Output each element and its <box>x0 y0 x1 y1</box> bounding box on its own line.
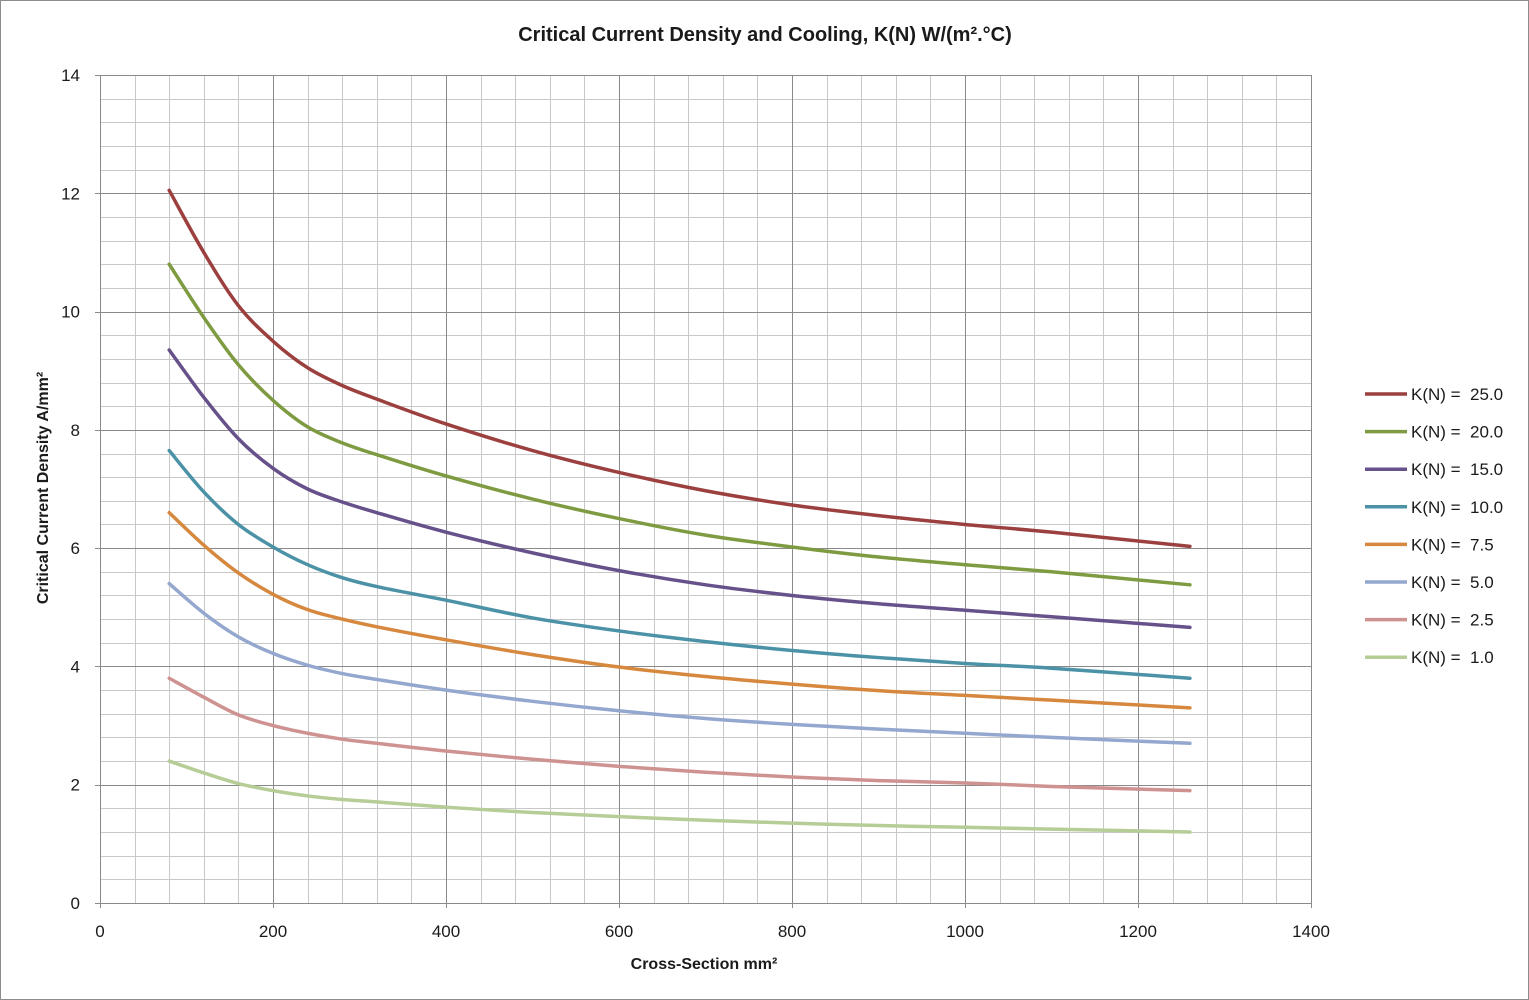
series-line <box>167 581 1192 746</box>
y-tick-label: 10 <box>61 303 80 322</box>
legend: K(N) = 25.0 K(N) = 20.0 K(N) = 15.0 K(N) = … <box>1365 385 1503 667</box>
y-tick-label: 0 <box>71 894 80 913</box>
x-tick-label: 1200 <box>1119 922 1157 941</box>
y-tick-label: 2 <box>71 776 80 795</box>
y-tick-label: 12 <box>61 184 80 203</box>
y-tick-label: 6 <box>71 539 80 558</box>
y-axis-tick-labels: 0 2 4 6 8 10 12 14 <box>61 66 80 913</box>
legend-label: K(N) = 10.0 <box>1411 498 1503 517</box>
legend-label: K(N) = 5.0 <box>1411 573 1494 592</box>
y-tick-label: 14 <box>61 66 80 85</box>
series-line <box>167 510 1192 710</box>
x-tick-label: 800 <box>778 922 806 941</box>
series-line <box>167 676 1192 793</box>
x-tick-label: 200 <box>259 922 287 941</box>
legend-label: K(N) = 20.0 <box>1411 423 1503 442</box>
series-line <box>167 759 1192 834</box>
x-tick-label: 400 <box>432 922 460 941</box>
x-tick-label: 1000 <box>946 922 984 941</box>
legend-label: K(N) = 2.5 <box>1411 611 1494 630</box>
y-axis-title: Critical Current Density A/mm² <box>35 372 52 604</box>
legend-label: K(N) = 7.5 <box>1411 535 1494 554</box>
series-line <box>167 348 1192 630</box>
plot-area-border <box>100 75 1312 904</box>
legend-label: K(N) = 15.0 <box>1411 460 1503 479</box>
series-line <box>167 188 1192 549</box>
chart-title: Critical Current Density and Cooling, K(… <box>518 24 1012 46</box>
series-line <box>167 448 1192 681</box>
x-tick-label: 1400 <box>1292 922 1330 941</box>
x-axis-title: Cross-Section mm² <box>631 956 778 973</box>
x-tick-label: 600 <box>605 922 633 941</box>
legend-label: K(N) = 1.0 <box>1411 648 1494 667</box>
x-tick-label: 0 <box>95 922 104 941</box>
y-tick-label: 4 <box>71 657 80 676</box>
x-axis-tick-labels: 0 200 400 600 800 1000 1200 1400 <box>95 922 1330 941</box>
series-line <box>167 262 1192 587</box>
legend-label: K(N) = 25.0 <box>1411 385 1503 404</box>
series-lines <box>167 188 1192 834</box>
y-tick-label: 8 <box>71 421 80 440</box>
